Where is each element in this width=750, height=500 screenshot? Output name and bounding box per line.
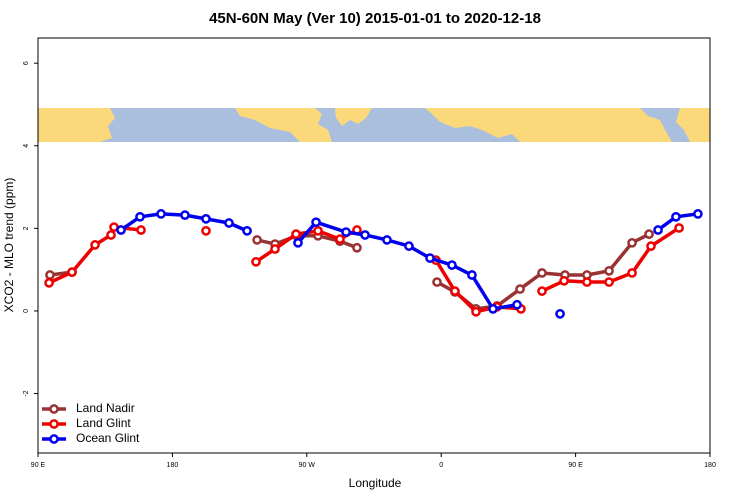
data-point xyxy=(201,225,211,236)
x-tick-label: 0 xyxy=(439,462,443,469)
data-point xyxy=(447,260,457,270)
x-axis-label: Longitude xyxy=(349,476,402,490)
x-tick-label: 90 E xyxy=(31,462,46,469)
data-point xyxy=(515,284,525,294)
data-point xyxy=(311,217,321,228)
data-point xyxy=(627,268,637,278)
data-point xyxy=(537,268,547,278)
data-point xyxy=(555,308,565,319)
x-tick-label: 90 W xyxy=(299,462,316,469)
y-tick-label: -2 xyxy=(23,390,30,396)
data-point xyxy=(156,209,166,219)
legend-marker xyxy=(49,419,59,429)
data-point xyxy=(537,286,547,296)
chart-title: 45N-60N May (Ver 10) 2015-01-01 to 2020-… xyxy=(209,10,541,27)
data-point xyxy=(425,253,435,263)
data-point xyxy=(270,244,280,254)
data-point xyxy=(135,211,145,222)
legend-label: Ocean Glint xyxy=(76,431,140,445)
data-point xyxy=(646,241,656,251)
legend-marker xyxy=(49,434,59,444)
series-line xyxy=(49,232,650,311)
y-axis-label: XCO2 - MLO trend (ppm) xyxy=(2,178,16,313)
data-point xyxy=(251,256,261,267)
data-point xyxy=(291,229,301,239)
y-tick-label: 0 xyxy=(23,309,30,313)
data-point xyxy=(242,225,252,236)
y-tick-label: 4 xyxy=(23,144,30,148)
plot-frame xyxy=(37,37,711,454)
data-point xyxy=(432,277,442,287)
data-point xyxy=(116,225,126,235)
y-tick-label: 6 xyxy=(23,61,30,65)
data-point xyxy=(488,304,498,314)
data-point xyxy=(582,277,592,287)
legend-marker xyxy=(49,404,59,414)
data-point xyxy=(293,237,303,248)
data-point xyxy=(559,275,569,286)
data-point xyxy=(404,241,414,251)
data-point xyxy=(313,225,323,236)
data-point xyxy=(360,230,370,240)
data-point xyxy=(382,235,392,245)
data-point xyxy=(604,266,614,276)
data-point xyxy=(352,242,362,253)
data-point xyxy=(252,235,262,245)
data-point xyxy=(512,299,522,310)
data-point xyxy=(201,214,211,224)
data-point xyxy=(106,230,116,240)
data-point xyxy=(674,223,684,233)
data-point xyxy=(471,306,481,317)
data-point xyxy=(335,234,345,244)
legend-label: Land Glint xyxy=(76,416,131,430)
legend-label: Land Nadir xyxy=(76,401,135,415)
data-point xyxy=(136,225,146,235)
data-point xyxy=(467,270,477,280)
data-point xyxy=(450,286,460,296)
data-point xyxy=(653,225,663,235)
data-point xyxy=(671,211,681,222)
data-point xyxy=(44,278,54,288)
data-point xyxy=(627,237,637,248)
series-line xyxy=(48,225,681,314)
x-tick-label: 180 xyxy=(704,462,716,469)
data-point xyxy=(341,227,351,237)
data-point xyxy=(604,277,614,287)
data-point xyxy=(224,218,234,228)
x-tick-label: 180 xyxy=(167,462,179,469)
data-point xyxy=(67,267,77,277)
map-strip xyxy=(38,108,710,142)
x-tick-label: 90 E xyxy=(568,462,583,469)
data-point xyxy=(693,209,703,219)
data-point xyxy=(180,210,190,220)
data-point xyxy=(644,229,654,239)
y-tick-label: 2 xyxy=(23,226,30,230)
data-point xyxy=(90,240,100,250)
data-point xyxy=(45,270,55,280)
